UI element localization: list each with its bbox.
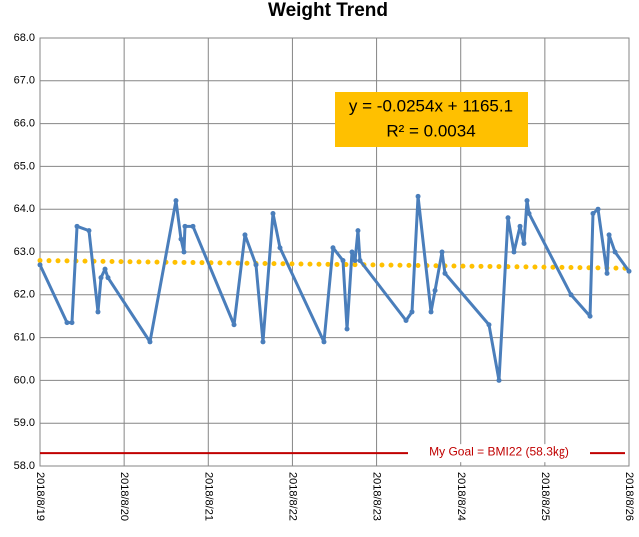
- point: [496, 377, 502, 383]
- chart-title: Weight Trend: [268, 0, 388, 21]
- point: [231, 322, 237, 328]
- point: [432, 288, 438, 294]
- equation-box: [335, 92, 528, 147]
- y-tick-label: 66.0: [14, 118, 35, 130]
- y-tick-label: 68.0: [14, 32, 35, 44]
- point: [190, 223, 196, 229]
- point: [442, 270, 448, 276]
- series-line: [38, 194, 631, 382]
- point: [357, 258, 363, 264]
- point: [173, 198, 179, 204]
- y-tick-label: 64.0: [14, 203, 35, 215]
- trendline: [37, 258, 632, 271]
- goal-label-bg: [408, 444, 590, 463]
- point: [181, 249, 187, 255]
- x-tick-label: 2018/8/21: [202, 472, 214, 521]
- goal-label: My Goal = BMI22 (58.3㎏): [429, 444, 569, 458]
- point: [74, 223, 80, 229]
- point: [626, 268, 632, 274]
- point: [340, 258, 346, 264]
- point: [606, 232, 612, 238]
- point: [587, 313, 593, 319]
- x-tick-label: 2018/8/22: [287, 472, 299, 521]
- point: [260, 339, 266, 345]
- y-tick-label: 61.0: [14, 332, 35, 344]
- trend-r-squared: R² = 0.0034: [386, 121, 475, 140]
- point: [253, 262, 259, 268]
- point: [37, 262, 43, 268]
- point: [409, 309, 415, 315]
- point: [595, 206, 601, 212]
- point: [95, 309, 101, 315]
- x-tick-label: 2018/8/24: [455, 472, 467, 521]
- point: [182, 223, 188, 229]
- point: [344, 326, 350, 332]
- y-tick-label: 63.0: [14, 246, 35, 258]
- point: [439, 249, 445, 255]
- point: [86, 228, 92, 234]
- point: [604, 270, 610, 276]
- point: [612, 249, 618, 255]
- y-tick-label: 62.0: [14, 289, 35, 301]
- trend-equation: y = -0.0254x + 1165.1: [349, 96, 513, 115]
- point: [64, 320, 70, 326]
- point: [69, 320, 75, 326]
- point: [568, 292, 574, 298]
- point: [277, 245, 283, 251]
- point: [270, 210, 276, 216]
- x-tick-label: 2018/8/23: [371, 472, 383, 521]
- point: [102, 266, 108, 272]
- point: [147, 339, 153, 345]
- point: [98, 275, 104, 281]
- point: [590, 210, 596, 216]
- point: [403, 317, 409, 323]
- point: [349, 249, 355, 255]
- point: [415, 193, 421, 199]
- y-tick-label: 67.0: [14, 75, 35, 87]
- y-tick-label: 58.0: [14, 460, 35, 472]
- point: [352, 258, 358, 264]
- x-tick-label: 2018/8/19: [34, 472, 46, 521]
- point: [178, 236, 184, 242]
- x-tick-label: 2018/8/25: [539, 472, 551, 521]
- plot-border: [39, 37, 630, 467]
- point: [486, 322, 492, 328]
- point: [105, 275, 111, 281]
- point: [526, 210, 532, 216]
- point: [505, 215, 511, 221]
- point: [521, 240, 527, 246]
- y-tick-label: 60.0: [14, 374, 35, 386]
- point: [517, 223, 523, 229]
- y-tick-label: 65.0: [14, 160, 35, 172]
- point: [428, 309, 434, 315]
- point: [524, 198, 530, 204]
- point: [242, 232, 248, 238]
- point: [355, 228, 361, 234]
- point: [330, 245, 336, 251]
- y-tick-label: 59.0: [14, 417, 35, 429]
- x-tick-label: 2018/8/20: [118, 472, 130, 521]
- point: [511, 249, 517, 255]
- point: [321, 339, 327, 345]
- x-tick-label: 2018/8/26: [623, 472, 635, 521]
